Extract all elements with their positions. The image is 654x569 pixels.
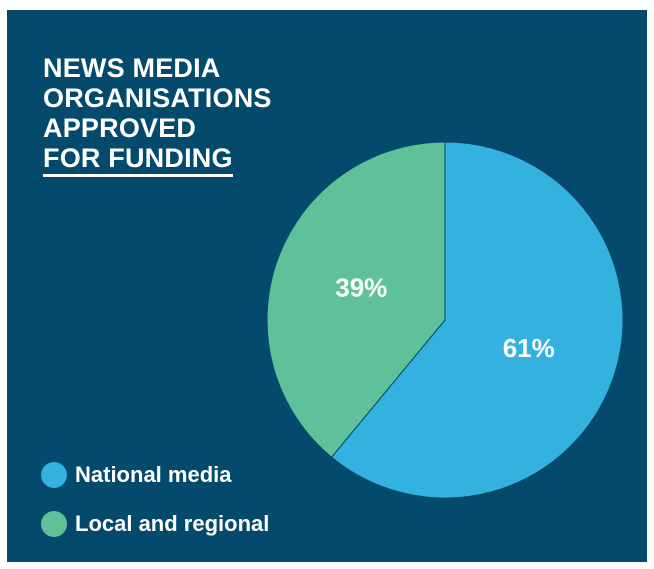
slice-national-media — [330, 141, 624, 499]
chart-title: NEWS MEDIA ORGANISATIONS APPROVED FOR FU… — [43, 53, 272, 177]
title-line-2: ORGANISATIONS — [43, 83, 272, 113]
legend-label-local-and-regional: Local and regional — [75, 511, 270, 536]
legend-swatch-national-media — [41, 462, 67, 488]
legend: National media Local and regional — [41, 462, 269, 560]
title-line-4: FOR FUNDING — [43, 143, 233, 177]
slice-local-and-regional — [266, 141, 446, 458]
slice-label-national-media: 61% — [503, 333, 555, 363]
title-line-3: APPROVED — [43, 113, 197, 143]
slice-label-local-and-regional: 39% — [335, 273, 387, 303]
pie-chart: 61% 39% — [266, 141, 624, 499]
legend-label-national-media: National media — [75, 462, 232, 487]
legend-item-national-media: National media — [41, 462, 269, 488]
legend-swatch-local-and-regional — [41, 511, 67, 537]
chart-card: NEWS MEDIA ORGANISATIONS APPROVED FOR FU… — [7, 10, 647, 562]
title-line-1: NEWS MEDIA — [43, 53, 221, 83]
legend-item-local-and-regional: Local and regional — [41, 511, 269, 537]
